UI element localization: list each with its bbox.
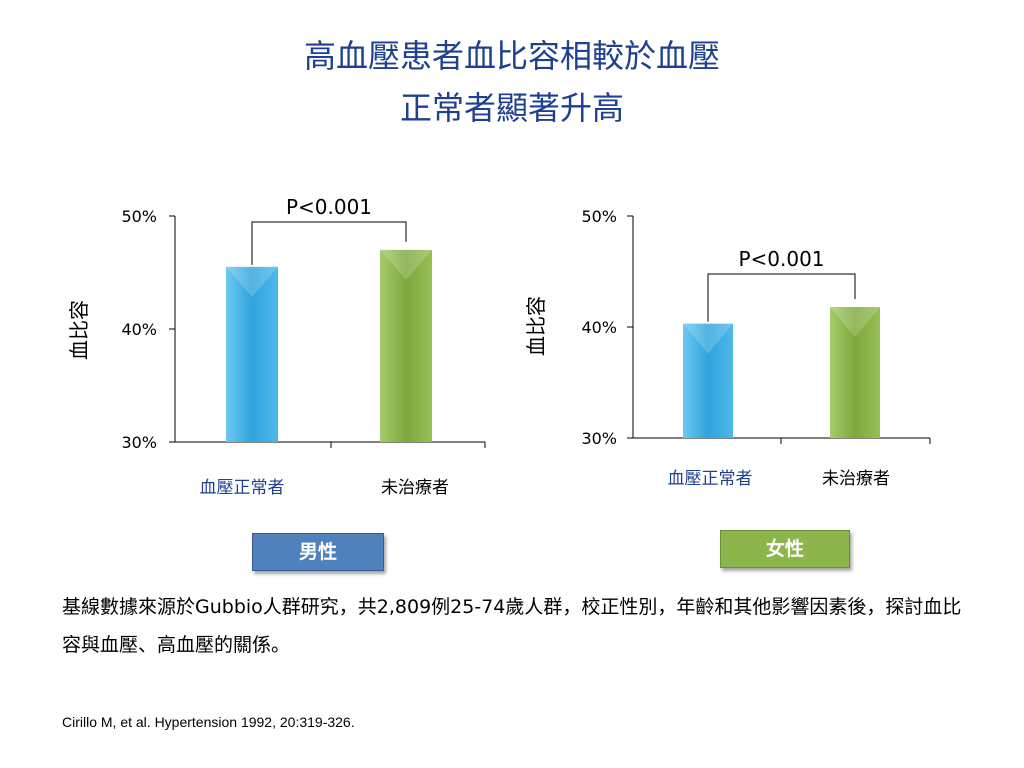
x-category-label: 血壓正常者 [668, 469, 753, 489]
y-tick-label: 30% [581, 429, 617, 448]
page-title-line-1: 高血壓患者血比容相較於血壓 [303, 37, 720, 75]
y-tick-label: 40% [581, 318, 617, 337]
study-note: 基線數據來源於Gubbio人群研究，共2,809例25-74歲人群，校正性別，年… [62, 596, 962, 656]
female-label: 女性 [720, 530, 850, 568]
page-title-line-2: 正常者顯著升高 [399, 89, 624, 127]
y-tick-label: 50% [121, 207, 157, 226]
p-value-label: P<0.001 [286, 195, 372, 219]
bar-untreated [830, 307, 880, 438]
bar-untreated [380, 249, 432, 442]
bar-bevel [226, 266, 278, 297]
y-axis-label: 血比容 [524, 296, 548, 356]
y-tick-label: 50% [581, 207, 617, 226]
bar-normal-bp [226, 266, 278, 442]
x-category-label: 未治療者 [822, 469, 890, 489]
bar-normal-bp [683, 323, 733, 438]
y-tick-label: 40% [121, 320, 157, 339]
bar-bevel [683, 323, 733, 354]
x-category-label: 未治療者 [381, 478, 449, 498]
y-tick-label: 30% [121, 433, 157, 452]
citation: Cirillo M, et al. Hypertension 1992, 20:… [62, 714, 355, 730]
p-value-label: P<0.001 [738, 247, 824, 271]
bar-bevel [830, 307, 880, 338]
y-axis-label: 血比容 [67, 300, 91, 360]
bar-bevel [380, 249, 432, 280]
x-category-label: 血壓正常者 [200, 478, 285, 498]
male-label: 男性 [252, 533, 384, 571]
significance-bracket [707, 273, 856, 322]
significance-bracket [251, 221, 407, 265]
